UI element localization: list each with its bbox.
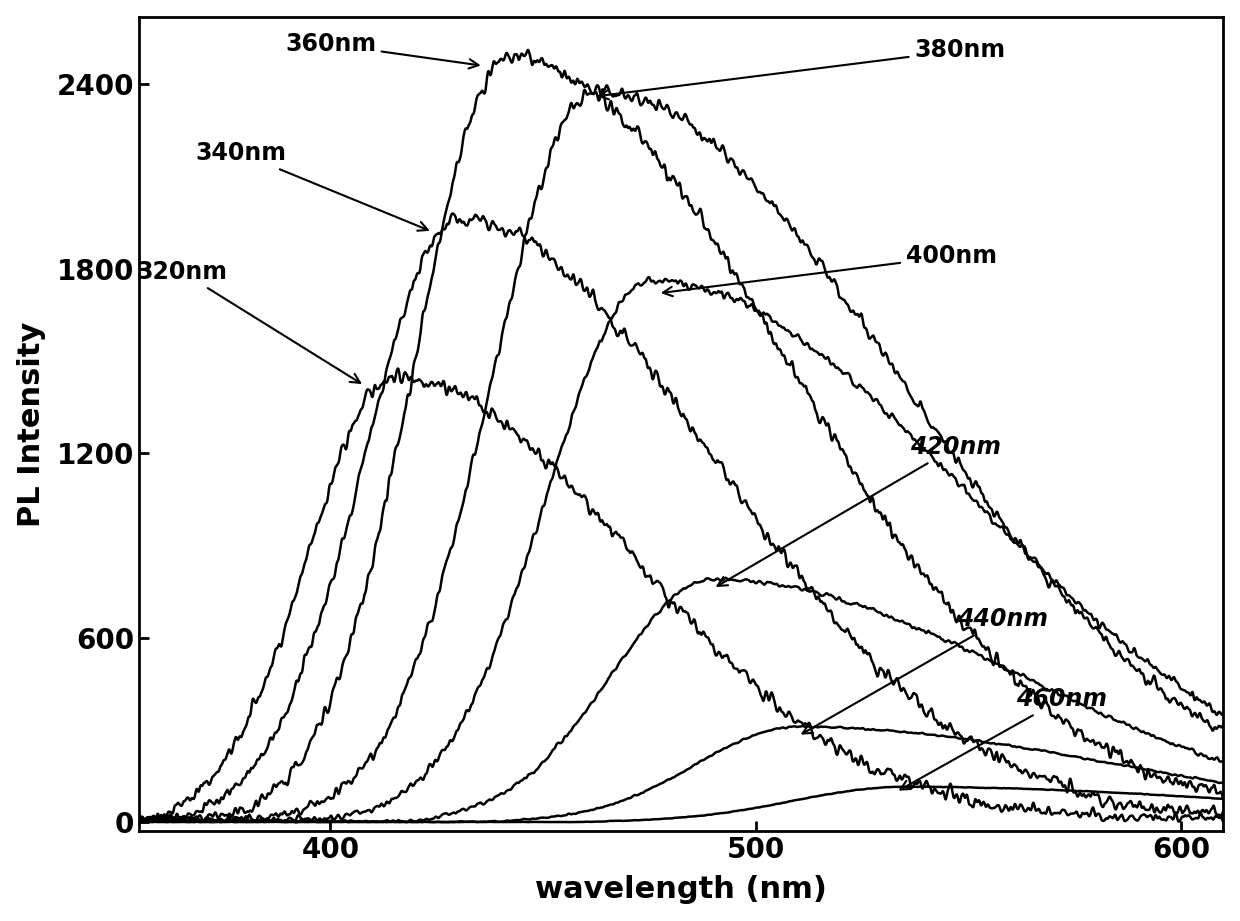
Text: 320nm: 320nm	[136, 260, 360, 383]
X-axis label: wavelength (nm): wavelength (nm)	[536, 875, 827, 904]
Text: 400nm: 400nm	[663, 244, 997, 297]
Text: 360nm: 360nm	[285, 32, 479, 68]
Text: 460nm: 460nm	[900, 687, 1107, 789]
Y-axis label: PL Intensity: PL Intensity	[16, 321, 46, 527]
Text: 440nm: 440nm	[802, 607, 1048, 733]
Text: 380nm: 380nm	[599, 39, 1006, 99]
Text: 420nm: 420nm	[718, 435, 1001, 586]
Text: 340nm: 340nm	[196, 142, 428, 231]
